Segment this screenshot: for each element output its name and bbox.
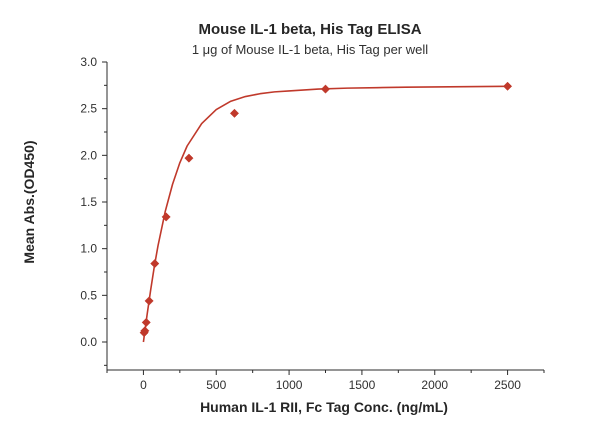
data-point-marker [320,84,331,94]
y-tick-label: 3.0 [80,55,97,69]
x-axis-title: Human IL-1 RII, Fc Tag Conc. (ng/mL) [200,399,448,415]
x-tick-label: 2000 [421,378,448,392]
fit-curve [142,85,508,343]
x-tick-label: 2500 [494,378,521,392]
data-point-marker [150,259,160,269]
data-point-marker [141,317,151,327]
x-tick-label: 1000 [276,378,303,392]
x-tick-label: 500 [206,378,226,392]
y-tick-label: 0.5 [80,288,97,302]
y-tick-label: 0.0 [80,335,97,349]
chart-title: Mouse IL-1 beta, His Tag ELISA [198,21,421,38]
data-point-marker [144,296,154,306]
y-tick-label: 1.0 [80,242,97,256]
y-tick-label: 2.5 [80,102,97,116]
x-tick-label: 0 [140,378,147,392]
data-point-marker [503,81,513,91]
data-point-marker [140,326,150,336]
x-tick-label: 1500 [349,378,376,392]
axes-layer: 0.0 0.5 1.0 1.5 2.0 2.5 3.0 0 500 1000 1500 2000 250… [80,55,545,392]
data-point-marker [184,153,194,163]
data-points-layer [139,81,513,338]
y-tick-label: 1.5 [80,195,97,209]
y-tick-label: 2.0 [80,148,97,162]
data-point-marker [161,212,171,222]
fit-curve-layer [142,85,508,343]
y-axis-title: Mean Abs.(OD450) [21,140,37,263]
chart-subtitle: 1 μg of Mouse IL-1 beta, His Tag per wel… [192,42,428,57]
data-point-marker [229,108,240,118]
